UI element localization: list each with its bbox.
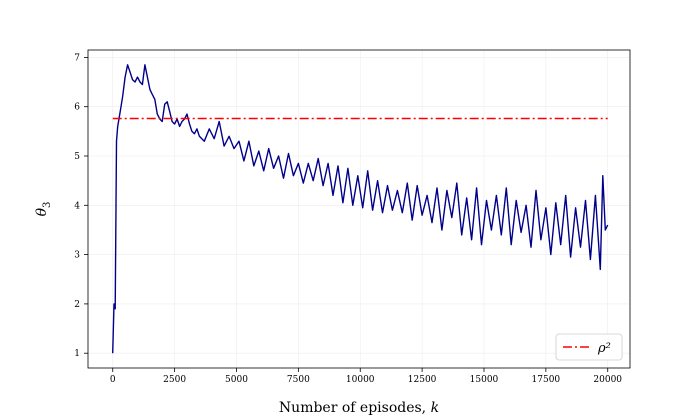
- x-tick-label: 2500: [163, 375, 186, 385]
- grid: [88, 50, 630, 368]
- x-tick-label: 7500: [287, 375, 310, 385]
- y-axis-label: θ3: [34, 202, 53, 217]
- x-axis-label: Number of episodes, k: [279, 400, 439, 416]
- x-tick-label: 0: [110, 375, 116, 385]
- axis-ticks: 0 2500 5000 7500 10000 12500 15000 17500 20000 1 2…: [74, 53, 622, 385]
- y-tick-label: 7: [74, 53, 80, 63]
- theta3-trajectory-line: [112, 64, 609, 354]
- x-tick-label: 17500: [532, 375, 561, 385]
- x-tick-label: 20000: [593, 375, 622, 385]
- y-tick-label: 1: [74, 349, 80, 359]
- y-tick-label: 2: [74, 300, 80, 310]
- series-group: [112, 64, 609, 354]
- y-tick-label: 4: [74, 201, 80, 211]
- x-tick-label: 12500: [408, 375, 437, 385]
- legend-label: ρ²: [597, 341, 611, 356]
- x-tick-label: 15000: [470, 375, 499, 385]
- legend: ρ²: [555, 333, 623, 361]
- plot-frame: [87, 49, 631, 369]
- x-tick-label: 10000: [346, 375, 375, 385]
- y-tick-label: 3: [74, 251, 80, 261]
- y-tick-label: 5: [74, 152, 80, 162]
- x-tick-label: 5000: [225, 375, 248, 385]
- y-tick-label: 6: [74, 103, 80, 113]
